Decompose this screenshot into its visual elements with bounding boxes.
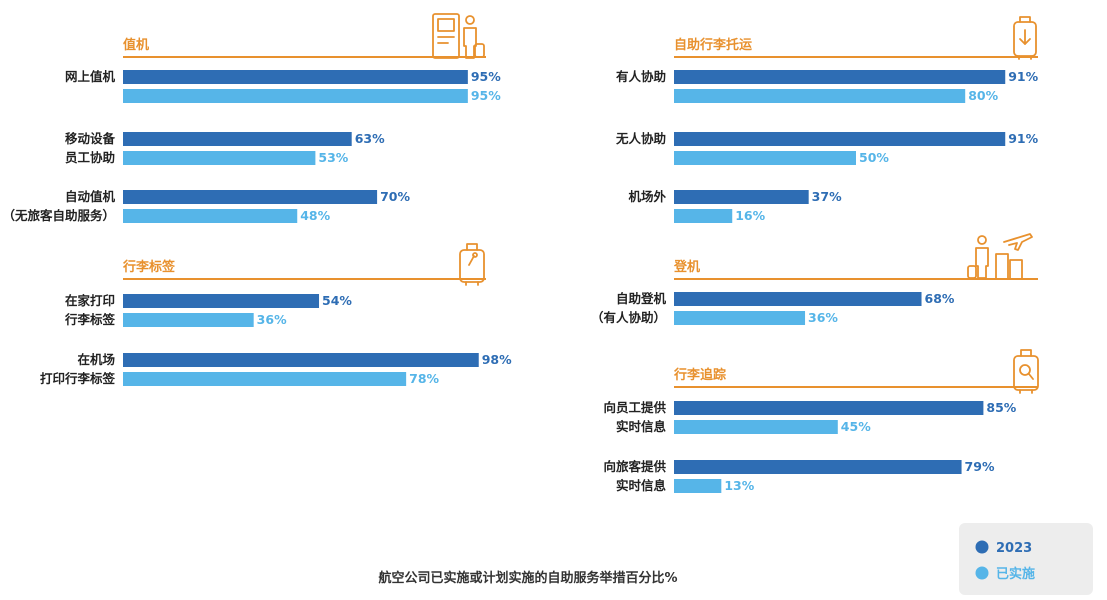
bar-2023 xyxy=(123,353,479,367)
section-title: 值机 xyxy=(123,37,149,53)
value-label: 16% xyxy=(735,208,765,223)
section-title: 行李标签 xyxy=(122,259,176,275)
value-label: 91% xyxy=(1008,131,1038,146)
value-label: 54% xyxy=(322,293,352,308)
bar-2023 xyxy=(123,190,378,204)
legend-box xyxy=(959,523,1093,595)
category-label: （有人协助） xyxy=(591,310,666,325)
bar-2023 xyxy=(123,132,352,146)
category-label: 在家打印 xyxy=(65,293,115,308)
bar-implemented xyxy=(674,151,856,165)
value-label: 50% xyxy=(859,150,889,165)
category-group: 有人协助 91% 80% xyxy=(616,69,1039,103)
category-label: 有人协助 xyxy=(616,69,666,84)
legend-marker xyxy=(975,566,989,580)
luggage-search-icon xyxy=(1013,349,1039,394)
value-label: 85% xyxy=(986,400,1016,415)
category-label: 无人协助 xyxy=(615,131,666,146)
value-label: 95% xyxy=(471,88,501,103)
value-label: 37% xyxy=(812,189,842,204)
bar-2023 xyxy=(674,70,1006,84)
bar-implemented xyxy=(674,479,722,493)
legend-label: 已实施 xyxy=(996,566,1035,582)
section-title: 行李追踪 xyxy=(673,367,726,383)
value-label: 36% xyxy=(808,310,838,325)
bar-2023 xyxy=(674,460,962,474)
luggage-tag-icon xyxy=(459,243,485,286)
category-label: 打印行李标签 xyxy=(40,371,116,386)
bar-implemented xyxy=(123,372,407,386)
legend-marker xyxy=(975,540,989,554)
category-label: 网上值机 xyxy=(65,69,116,84)
category-group: 机场外 37% 16% xyxy=(628,189,842,223)
bar-2023 xyxy=(674,132,1006,146)
value-label: 68% xyxy=(925,291,955,306)
category-group: 无人协助 91% 50% xyxy=(615,131,1039,165)
legend-label: 2023 xyxy=(996,541,1032,556)
category-label: 机场外 xyxy=(628,189,666,204)
legend: 2023 已实施 xyxy=(959,523,1093,595)
category-label: 员工协助 xyxy=(65,150,115,165)
value-label: 95% xyxy=(471,69,501,84)
bar-implemented xyxy=(123,209,298,223)
value-label: 53% xyxy=(318,150,348,165)
bar-2023 xyxy=(674,190,809,204)
value-label: 13% xyxy=(724,478,754,493)
category-label: 实时信息 xyxy=(616,478,667,493)
section-title: 登机 xyxy=(673,259,700,275)
bar-implemented xyxy=(123,89,468,103)
bar-implemented xyxy=(674,89,966,103)
category-group: 网上值机 95% 95% xyxy=(65,69,501,103)
bar-implemented xyxy=(674,420,838,434)
category-group: 自助登机 （有人协助） 68% 36% xyxy=(591,291,955,325)
bar-implemented xyxy=(123,151,316,165)
bar-implemented xyxy=(674,311,806,325)
value-label: 63% xyxy=(355,131,385,146)
bar-2023 xyxy=(123,294,320,308)
value-label: 79% xyxy=(965,459,995,474)
bar-2023 xyxy=(674,292,922,306)
bar-2023 xyxy=(674,401,984,415)
bag-drop-icon xyxy=(1013,16,1037,60)
category-label: 自动值机 xyxy=(65,189,116,204)
chart-footer-title: 航空公司已实施或计划实施的自助服务举措百分比% xyxy=(378,570,677,586)
category-group: 自动值机 （无旅客自助服务） 70% 48% xyxy=(2,189,410,223)
value-label: 48% xyxy=(300,208,330,223)
value-label: 80% xyxy=(968,88,998,103)
category-label: 向旅客提供 xyxy=(603,459,666,474)
category-label: 移动设备 xyxy=(65,131,116,146)
kiosk-traveler-icon xyxy=(432,13,485,59)
category-label: 自助登机 xyxy=(616,291,667,306)
value-label: 98% xyxy=(482,352,512,367)
section-title: 自助行李托运 xyxy=(674,37,752,53)
bar-implemented xyxy=(674,209,733,223)
bar-2023 xyxy=(123,70,468,84)
category-label: （无旅客自助服务） xyxy=(2,208,115,223)
category-label: 向员工提供 xyxy=(603,400,666,415)
category-label: 在机场 xyxy=(77,352,115,367)
category-label: 行李标签 xyxy=(64,312,116,327)
value-label: 78% xyxy=(409,371,439,386)
value-label: 36% xyxy=(257,312,287,327)
boarding-gate-icon xyxy=(967,233,1033,279)
value-label: 45% xyxy=(841,419,871,434)
category-label: 实时信息 xyxy=(616,419,667,434)
bar-implemented xyxy=(123,313,254,327)
value-label: 70% xyxy=(380,189,410,204)
value-label: 91% xyxy=(1008,69,1038,84)
